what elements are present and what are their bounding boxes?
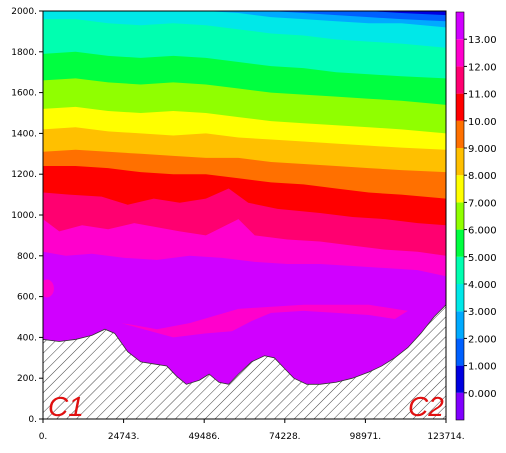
x-tick-label-1: 24743. (108, 432, 140, 442)
x-tick-label-4: 98971. (350, 432, 382, 442)
field-band-12 (43, 11, 446, 22)
colorbar-label-13: 13.00 (468, 35, 497, 46)
colorbar-swatch-14 (456, 12, 464, 40)
colorbar-label-1: 1.000 (468, 362, 497, 373)
y-tick-label-1: 200. (17, 374, 37, 384)
colorbar-swatch-12 (456, 66, 464, 94)
y-tick-label-4: 800. (17, 252, 37, 262)
colorbar-swatch-4 (456, 284, 464, 312)
x-tick-label-0: 0. (39, 432, 48, 442)
x-axis: 0. 24743. 49486. 74228. 98971. 123714. (39, 419, 465, 442)
colorbar-swatch-11 (456, 93, 464, 121)
colorbar-swatch-2 (456, 338, 464, 366)
y-tick-label-9: 1800. (11, 48, 37, 58)
colorbar-swatch-6 (456, 229, 464, 257)
x-tick-label-2: 49486. (188, 432, 220, 442)
colorbar-label-9: 9.000 (468, 144, 497, 155)
colorbar-label-0: 0.000 (468, 389, 497, 400)
field-pocket (43, 279, 54, 298)
y-tick-label-8: 1600. (11, 89, 37, 99)
y-tick-label-2: 400. (17, 333, 37, 343)
colorbar-label-6: 6.000 (468, 226, 497, 237)
colorbar-label-4: 4.000 (468, 280, 497, 291)
y-tick-label-6: 1200. (11, 170, 37, 180)
colorbar-label-11: 11.00 (468, 90, 497, 101)
field-low-region (127, 314, 402, 377)
colorbar-label-2: 2.000 (468, 334, 497, 345)
y-tick-label-3: 600. (17, 293, 37, 303)
colorbar-swatch-3 (456, 311, 464, 339)
colorbar-swatch-13 (456, 39, 464, 67)
colorbar-label-12: 12.00 (468, 62, 497, 73)
colorbar-swatch-10 (456, 120, 464, 148)
colorbar-label-5: 5.000 (468, 253, 497, 264)
colorbar-swatch-0 (456, 392, 464, 420)
label-c1: C1 (48, 391, 84, 422)
x-tick-label-3: 74228. (269, 432, 301, 442)
y-tick-label-0: 0. (28, 415, 37, 425)
y-tick-label-5: 1000. (11, 211, 37, 221)
terrain-hatch (43, 304, 446, 419)
colorbar-swatch-8 (456, 175, 464, 203)
field-mid-region (121, 304, 408, 338)
x-tick-label-5: 123714. (427, 432, 464, 442)
plot-area (43, 11, 446, 419)
y-tick-label-7: 1400. (11, 129, 37, 139)
colorbar-swatch-9 (456, 148, 464, 176)
label-c2: C2 (408, 391, 444, 422)
colorbar-swatch-5 (456, 256, 464, 284)
colorbar-frame (455, 11, 465, 421)
colorbar: 0.000 1.000 2.000 3.000 4.000 5.000 6.000 7.000… (455, 11, 497, 421)
colorbar-label-3: 3.000 (468, 307, 497, 318)
y-axis: 0. 200. 400. 600. 800. 1000. 1200. 1400. 1600. 18… (11, 7, 43, 425)
y-tick-label-10: 2000. (11, 7, 37, 17)
colorbar-label-10: 10.00 (468, 117, 497, 128)
colorbar-label-8: 8.000 (468, 171, 497, 182)
colorbar-swatch-1 (456, 365, 464, 393)
colorbar-swatch-7 (456, 202, 464, 230)
colorbar-label-7: 7.000 (468, 198, 497, 209)
